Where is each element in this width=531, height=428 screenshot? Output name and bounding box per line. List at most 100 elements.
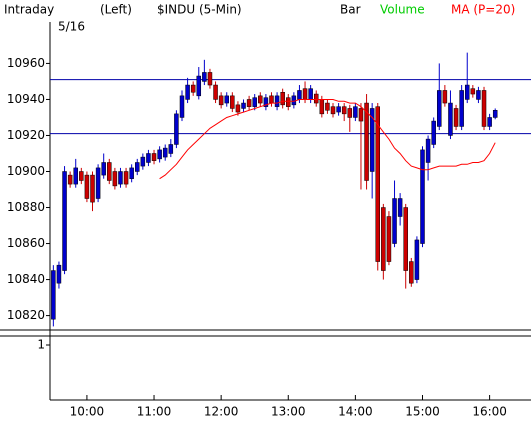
candle-body: [174, 113, 179, 145]
x-tick-label: 10:00: [70, 405, 105, 419]
y-tick-label: 10840: [7, 272, 45, 286]
candle-body: [364, 102, 369, 181]
candle-body: [392, 198, 397, 244]
y-tick-label: 10920: [7, 128, 45, 142]
candle-body: [308, 88, 313, 100]
candle-body: [386, 216, 392, 262]
candle-body: [414, 239, 420, 280]
candle-body: [51, 270, 56, 320]
candle-body: [464, 84, 470, 100]
candle-body: [492, 110, 498, 118]
candle-body: [62, 171, 67, 271]
candle-body: [84, 174, 90, 199]
candle-body: [179, 95, 185, 118]
candle-body: [448, 102, 453, 136]
y-tick-label: 10940: [7, 92, 45, 106]
candle-body: [73, 167, 78, 185]
candle-body: [375, 106, 381, 262]
chart-title: Intraday: [4, 3, 54, 17]
y-tick-label: 10960: [7, 56, 45, 70]
candle-body: [369, 108, 375, 172]
candle-body: [341, 106, 347, 115]
candle-body: [241, 102, 246, 109]
candle-body: [90, 174, 95, 203]
candle-body: [409, 261, 414, 284]
candle-body: [286, 97, 291, 107]
candle-body: [459, 90, 464, 127]
axis-side: (Left): [100, 3, 132, 17]
y-tick-label: 10860: [7, 236, 45, 250]
candle-body: [313, 93, 319, 104]
candle-body: [453, 108, 459, 127]
x-tick-label: 15:00: [405, 405, 440, 419]
candle-body: [230, 95, 235, 109]
candle-body: [67, 174, 73, 185]
candle-body: [202, 72, 207, 82]
candle-body: [123, 171, 129, 185]
candle-body: [207, 72, 213, 86]
x-tick-label: 13:00: [271, 405, 306, 419]
candle-body: [330, 106, 336, 115]
y-tick-label: 10880: [7, 200, 45, 214]
candle-body: [274, 95, 280, 107]
candle-body: [157, 149, 162, 160]
candle-body: [403, 207, 408, 271]
chart-subtitle: 5/16: [58, 20, 85, 34]
candle-body: [135, 162, 140, 172]
candle-body: [325, 102, 330, 111]
candle-body: [151, 153, 157, 161]
candle-body: [218, 95, 224, 106]
candle-body: [319, 99, 325, 115]
candle-body: [252, 97, 257, 107]
candle-body: [263, 97, 269, 107]
legend-entry: Volume: [380, 3, 425, 17]
candle-body: [425, 138, 431, 163]
candle-body: [118, 171, 123, 185]
candle-body: [101, 162, 106, 176]
candle-body: [168, 144, 174, 154]
x-tick-label: 12:00: [204, 405, 239, 419]
candle-body: [107, 162, 112, 181]
candle-body: [269, 95, 274, 104]
symbol: $INDU (5-Min): [157, 3, 242, 17]
candle-body: [140, 156, 146, 167]
ma-line: [159, 99, 496, 180]
candle-body: [95, 167, 101, 199]
candle-body: [258, 95, 263, 104]
candle-body: [302, 88, 308, 100]
candle-body: [347, 108, 353, 118]
candle-body: [190, 84, 196, 93]
legend-entry: Bar: [340, 3, 361, 17]
candle-body: [185, 84, 190, 100]
candle-body: [213, 84, 218, 100]
candle-body: [481, 90, 487, 127]
candle-body: [487, 117, 492, 127]
x-tick-label: 14:00: [338, 405, 373, 419]
candle-body: [196, 75, 202, 97]
candle-body: [437, 90, 442, 127]
x-tick-label: 16:00: [472, 405, 507, 419]
candle-body: [381, 207, 386, 271]
candle-body: [353, 106, 358, 118]
candle-body: [470, 88, 476, 95]
candle-body: [146, 153, 151, 163]
candle-body: [476, 90, 481, 100]
candle-body: [358, 108, 364, 122]
candle-body: [297, 90, 302, 100]
candle-body: [442, 90, 448, 104]
candle-body: [420, 149, 425, 244]
candle-body: [235, 104, 241, 113]
x-tick-label: 11:00: [137, 405, 172, 419]
candle-body: [246, 99, 252, 107]
candle-body: [56, 264, 62, 284]
y-tick-label: 10820: [7, 308, 45, 322]
candle-body: [129, 167, 134, 179]
candle-body: [224, 95, 229, 104]
candle-body: [397, 198, 403, 217]
volume-tick-label: 1: [37, 338, 45, 352]
y-tick-label: 10900: [7, 164, 45, 178]
candle-body: [431, 120, 436, 145]
